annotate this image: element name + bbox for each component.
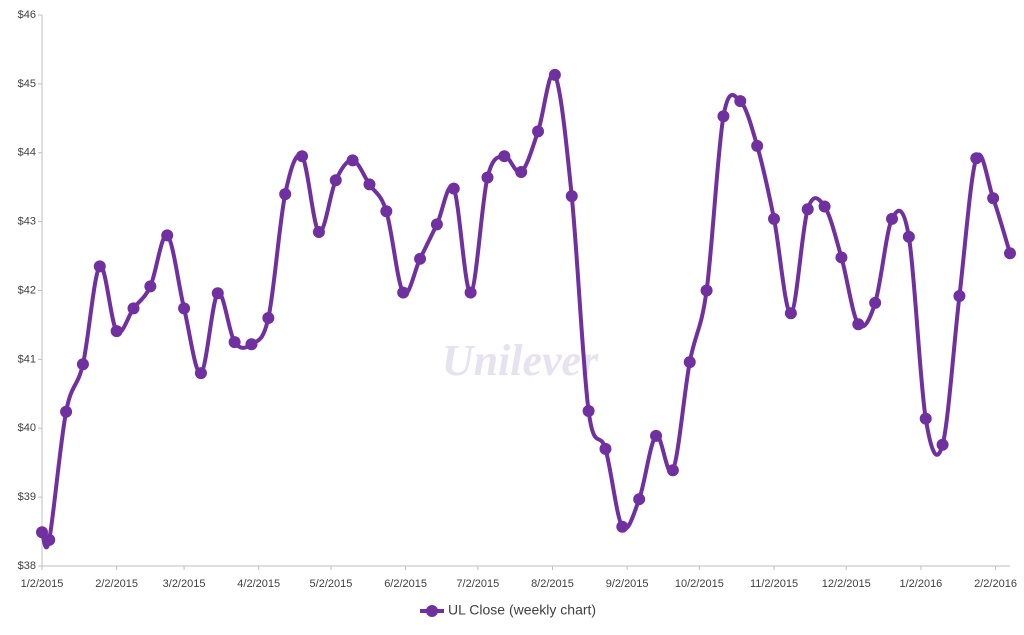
point — [93, 260, 106, 273]
point — [835, 251, 848, 264]
point — [700, 284, 713, 297]
point — [414, 252, 427, 265]
x-tick-label: 1/2/2016 — [899, 578, 942, 590]
point — [430, 218, 443, 231]
x-tick-label: 2/2/2016 — [974, 578, 1017, 590]
point — [869, 296, 882, 309]
point — [734, 95, 747, 108]
point — [329, 174, 342, 187]
legend-marker — [426, 605, 438, 617]
point — [548, 68, 561, 81]
point — [582, 405, 595, 418]
point — [987, 192, 1000, 205]
point — [127, 302, 140, 315]
point — [211, 287, 224, 300]
point — [801, 203, 814, 216]
x-tick-label: 10/2/2015 — [675, 578, 724, 590]
point — [919, 412, 932, 425]
point — [312, 225, 325, 238]
point — [464, 286, 477, 299]
x-tick-label: 5/2/2015 — [310, 578, 353, 590]
point — [532, 125, 545, 138]
point — [380, 205, 393, 218]
point — [768, 212, 781, 225]
point — [666, 464, 679, 477]
legend-label: UL Close (weekly chart) — [448, 602, 596, 618]
watermark: Unilever — [442, 336, 599, 385]
point — [784, 307, 797, 320]
point — [515, 166, 528, 179]
y-tick-label: $38 — [18, 560, 36, 572]
x-tick-label: 12/2/2015 — [822, 578, 871, 590]
point — [751, 139, 764, 152]
point — [498, 150, 511, 163]
point — [1004, 247, 1016, 260]
point — [110, 325, 123, 338]
y-tick-label: $40 — [18, 422, 36, 434]
x-tick-label: 2/2/2015 — [95, 578, 138, 590]
x-tick-label: 8/2/2015 — [531, 578, 574, 590]
point — [36, 526, 48, 539]
point — [650, 429, 663, 442]
y-tick-label: $43 — [18, 216, 36, 228]
point — [178, 302, 191, 315]
x-tick-label: 1/2/2015 — [21, 578, 64, 590]
point — [161, 229, 174, 242]
y-tick-label: $41 — [18, 353, 36, 365]
point — [346, 154, 359, 167]
point — [599, 442, 612, 455]
point — [262, 312, 275, 325]
point — [936, 438, 949, 451]
x-tick-label: 4/2/2015 — [237, 578, 280, 590]
point — [683, 356, 696, 369]
point — [76, 358, 89, 371]
y-tick-label: $39 — [18, 491, 36, 503]
point — [953, 290, 966, 303]
point — [397, 286, 410, 299]
x-tick-label: 9/2/2015 — [606, 578, 649, 590]
y-tick-label: $44 — [18, 147, 36, 159]
point — [296, 150, 309, 163]
point — [852, 318, 865, 331]
point — [633, 493, 646, 506]
point — [194, 367, 207, 380]
x-tick-label: 6/2/2015 — [384, 578, 427, 590]
y-tick-label: $45 — [18, 78, 36, 90]
point — [43, 533, 56, 546]
point — [447, 182, 460, 195]
point — [886, 212, 899, 225]
point — [363, 178, 376, 191]
x-tick-label: 3/2/2015 — [163, 578, 206, 590]
point — [144, 280, 157, 293]
x-tick-label: 7/2/2015 — [456, 578, 499, 590]
point — [279, 188, 292, 201]
point — [481, 171, 494, 184]
point — [565, 190, 578, 203]
point — [717, 110, 730, 123]
x-tick-label: 11/2/2015 — [750, 578, 798, 590]
point — [902, 230, 915, 243]
point — [228, 336, 241, 349]
point — [245, 338, 258, 351]
point — [970, 152, 983, 165]
y-tick-label: $42 — [18, 284, 36, 296]
y-tick-label: $46 — [18, 9, 36, 21]
point — [60, 405, 73, 418]
point — [616, 520, 629, 533]
point — [818, 200, 831, 213]
